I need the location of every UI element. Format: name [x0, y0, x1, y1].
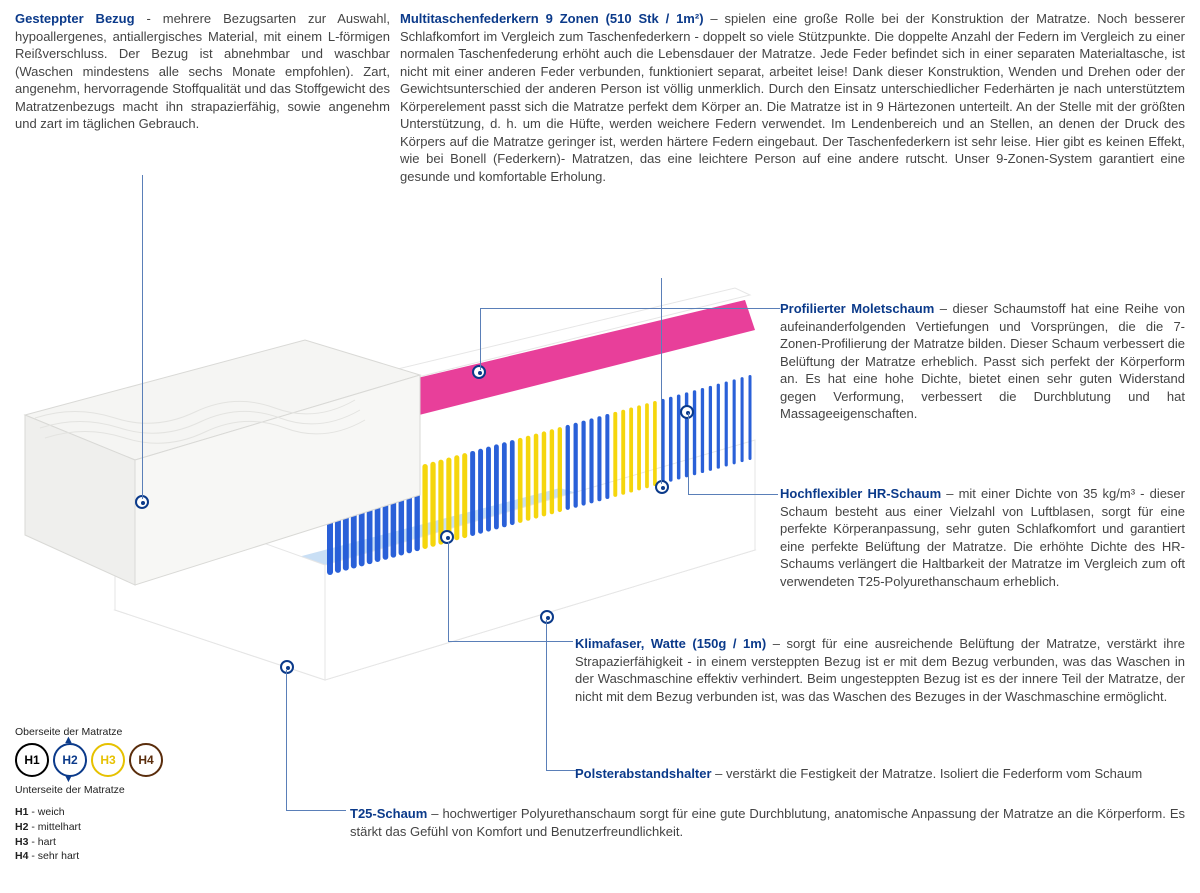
section-t25-title: T25-Schaum [350, 806, 427, 821]
hardness-legend: Oberseite der Matratze ▲ ▼ H1 H2 H3 H4 U… [15, 725, 235, 864]
legend-circles: ▲ ▼ H1 H2 H3 H4 [15, 743, 235, 777]
section-hrschaum: Hochflexibler HR-Schaum – mit einer Dich… [780, 485, 1185, 590]
section-bezug-text: - mehrere Bezugsarten zur Auswahl, hypoa… [15, 11, 390, 131]
leader-t25 [286, 670, 287, 810]
leader-polster [546, 620, 547, 770]
marker-klimafaser [440, 530, 454, 544]
hardness-h3: H3 [91, 743, 125, 777]
section-moletschaum-title: Profilierter Moletschaum [780, 301, 934, 316]
section-polster-title: Polsterabstandshalter [575, 766, 712, 781]
section-moletschaum: Profilierter Moletschaum – dieser Schaum… [780, 300, 1185, 423]
marker-t25 [280, 660, 294, 674]
section-t25-text: – hochwertiger Polyurethanschaum sorgt f… [350, 806, 1185, 839]
section-hrschaum-text: – mit einer Dichte von 35 kg/m³ - dieser… [780, 486, 1185, 589]
arrow-up-icon: ▲ [63, 733, 74, 748]
section-polster-text: – verstärkt die Festigkeit der Matratze.… [712, 766, 1143, 781]
leader-klima [448, 542, 449, 642]
section-hrschaum-title: Hochflexibler HR-Schaum [780, 486, 941, 501]
section-federkern-text: – spielen eine große Rolle bei der Konst… [400, 11, 1185, 184]
section-t25: T25-Schaum – hochwertiger Polyurethansch… [350, 805, 1185, 840]
section-federkern-title: Multitaschenfederkern 9 Zonen (510 Stk /… [400, 11, 704, 26]
legend-bottom-label: Unterseite der Matratze [15, 783, 235, 797]
leader-klima-h [448, 641, 573, 642]
hardness-h1: H1 [15, 743, 49, 777]
section-bezug: Gesteppter Bezug - mehrere Bezugsarten z… [15, 10, 390, 133]
leader-molet-h [480, 308, 780, 309]
leader-hr [688, 413, 689, 495]
leader-bezug [142, 175, 143, 499]
marker-polster [540, 610, 554, 624]
marker-federkern [655, 480, 669, 494]
hardness-h4: H4 [129, 743, 163, 777]
arrow-down-icon: ▼ [63, 772, 74, 787]
legend-top-label: Oberseite der Matratze [15, 725, 235, 739]
section-moletschaum-text: – dieser Schaumstoff hat eine Reihe von … [780, 301, 1185, 421]
marker-hrschaum [680, 405, 694, 419]
section-bezug-title: Gesteppter Bezug [15, 11, 135, 26]
legend-definitions: H1 - weich H2 - mittelhart H3 - hart H4 … [15, 805, 235, 864]
leader-polster-h [546, 770, 576, 771]
leader-molet [480, 308, 481, 370]
section-polster: Polsterabstandshalter – verstärkt die Fe… [575, 765, 1185, 783]
section-federkern: Multitaschenfederkern 9 Zonen (510 Stk /… [400, 10, 1185, 185]
leader-t25-h [286, 810, 346, 811]
leader-hr-h [688, 494, 778, 495]
marker-moletschaum [472, 365, 486, 379]
